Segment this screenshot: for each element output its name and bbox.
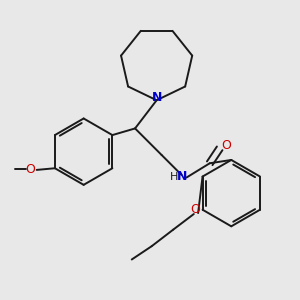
Text: O: O	[190, 203, 200, 216]
Text: N: N	[152, 91, 162, 104]
Text: H: H	[170, 172, 178, 182]
Text: O: O	[221, 139, 231, 152]
Text: O: O	[26, 163, 36, 176]
Text: N: N	[177, 170, 188, 183]
